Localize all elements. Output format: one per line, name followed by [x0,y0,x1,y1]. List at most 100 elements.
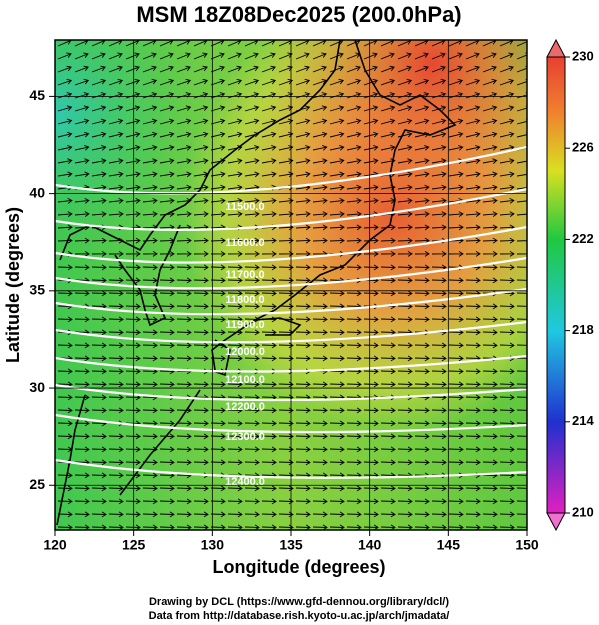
wind-arrow [363,145,379,151]
wind-arrow [499,158,515,164]
wind-arrow [142,118,158,125]
wind-arrow [431,211,447,217]
wind-arrow [346,78,362,86]
wind-arrow [329,237,345,244]
wind-arrow [244,511,260,518]
wind-arrow [142,290,158,297]
wind-arrow [74,381,90,388]
wind-arrow [431,407,447,414]
wind-arrow [159,131,175,138]
wind-arrow [210,381,226,388]
wind-arrow [329,355,345,362]
wind-arrow [108,52,123,60]
wind-arrow [295,407,311,414]
wind-arrow [210,303,226,310]
wind-arrow [499,131,515,138]
wind-arrow [482,420,498,427]
wind-arrow [108,524,124,530]
wind-arrow [227,433,243,440]
wind-arrow [465,224,481,231]
wind-arrow [193,158,209,164]
wind-arrow [363,264,379,271]
wind-arrow [74,131,90,138]
wind-arrow [312,524,328,530]
wind-arrow [363,485,379,492]
wind-arrow [363,524,379,530]
wind-arrow [329,224,345,231]
wind-arrow [397,355,413,362]
wind-arrow [482,78,498,86]
wind-arrow [431,65,446,73]
wind-arrow [57,368,73,375]
wind-arrow [295,511,311,518]
wind-arrow [74,355,90,362]
wind-arrow [74,420,90,427]
wind-arrow [380,158,396,164]
wind-arrow [261,52,276,60]
wind-arrow [295,342,311,349]
wind-arrow [125,78,141,86]
wind-arrow [193,198,209,204]
wind-arrow [465,250,481,257]
wind-arrow [363,78,379,86]
wind-arrow [108,78,124,86]
wind-arrow [142,65,157,73]
wind-arrow [125,52,140,60]
wind-arrow [482,118,498,125]
wind-arrow [448,355,464,362]
wind-arrow [210,485,226,492]
wind-arrow [142,171,158,178]
wind-arrow [516,420,527,427]
wind-arrow [414,498,430,505]
wind-arrow [431,342,447,349]
wind-arrow [74,472,90,479]
wind-arrow [57,145,73,151]
wind-arrow [159,316,175,323]
wind-arrow [346,52,361,60]
wind-arrow [125,329,141,336]
wind-arrow [176,65,191,73]
wind-arrow [397,237,413,244]
wind-arrow [57,118,73,125]
wind-arrow [278,198,294,204]
wind-arrow [448,171,464,178]
wind-arrow [57,342,73,349]
wind-arrow [448,485,464,492]
wind-arrow [499,446,515,453]
wind-arrow [465,446,481,453]
wind-arrow [346,211,362,217]
wind-arrow [227,237,243,244]
wind-arrow [448,381,464,388]
wind-arrow [74,171,90,178]
wind-arrow [346,118,362,125]
wind-arrow [346,171,362,178]
wind-arrow [346,264,362,271]
wind-arrow [346,355,362,362]
wind-arrow [227,290,243,297]
wind-arrow [431,459,447,466]
wind-arrow [91,303,107,310]
wind-arrow [125,264,141,271]
wind-arrow [380,433,396,440]
wind-arrow [193,524,209,530]
wind-arrow [176,211,192,217]
wind-arrow [329,316,345,323]
wind-arrow [465,171,481,178]
wind-arrow [448,342,464,349]
wind-arrow [329,65,344,73]
wind-arrow [261,446,277,453]
wind-arrow [108,368,124,375]
wind-arrow [244,303,260,310]
wind-arrow [142,184,158,191]
wind-arrow [193,303,209,310]
wind-arrow [125,105,141,112]
wind-arrow [142,355,158,362]
wind-arrow [346,485,362,492]
wind-arrow [210,171,226,178]
y-tick-label: 30 [29,379,45,395]
wind-arrow [176,511,192,518]
wind-arrow [142,511,158,518]
wind-arrow [414,78,430,86]
wind-arrow [380,446,396,453]
wind-arrow [516,303,527,310]
